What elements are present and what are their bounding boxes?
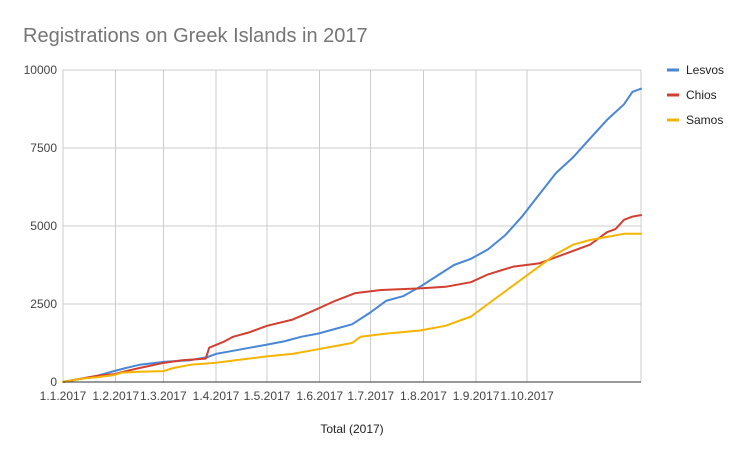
series-line-lesvos — [62, 87, 642, 383]
y-axis-ticks: 0 2500 5000 7500 10000 — [24, 63, 58, 389]
x-tick-label: 1.5.2017 — [244, 389, 291, 403]
x-tick-label: 1.10.2017 — [500, 389, 554, 403]
legend-label-lesvos: Lesvos — [686, 63, 724, 77]
legend-label-chios: Chios — [686, 88, 717, 102]
x-axis-label: Total (2017) — [320, 422, 383, 436]
legend: Lesvos Chios Samos — [667, 63, 724, 127]
series-line-samos — [62, 232, 642, 383]
x-tick-label: 1.1.2017 — [40, 389, 87, 403]
x-tick-label: 1.2.2017 — [92, 389, 139, 403]
x-tick-label: 1.4.2017 — [193, 389, 240, 403]
y-tick-label: 7500 — [30, 141, 57, 155]
x-axis-ticks: 1.1.2017 1.2.2017 1.3.2017 1.4.2017 1.5.2017… — [40, 389, 554, 403]
chart-title: Registrations on Greek Islands in 2017 — [23, 25, 368, 47]
x-tick-label: 1.3.2017 — [140, 389, 187, 403]
y-tick-label: 10000 — [24, 63, 58, 77]
y-tick-label: 0 — [50, 375, 57, 389]
series-lines — [62, 87, 642, 383]
y-tick-label: 5000 — [30, 219, 57, 233]
x-tick-label: 1.8.2017 — [400, 389, 447, 403]
legend-label-samos: Samos — [686, 113, 723, 127]
gridlines — [62, 69, 642, 382]
series-line-chios — [62, 214, 642, 383]
y-tick-label: 2500 — [30, 297, 57, 311]
x-tick-label: 1.6.2017 — [296, 389, 343, 403]
x-tick-label: 1.7.2017 — [347, 389, 394, 403]
x-tick-label: 1.9.2017 — [453, 389, 500, 403]
